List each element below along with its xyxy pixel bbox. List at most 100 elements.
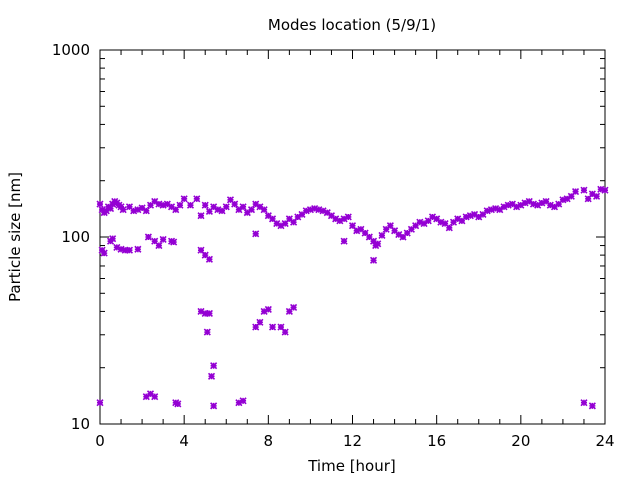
data-point xyxy=(302,207,310,215)
data-point xyxy=(298,210,306,219)
data-point xyxy=(311,204,319,213)
data-point xyxy=(205,309,213,318)
data-point xyxy=(252,323,260,331)
data-point xyxy=(399,233,407,241)
scatter-points xyxy=(96,185,609,410)
x-tick-label: 4 xyxy=(179,432,189,450)
data-point xyxy=(142,393,150,401)
data-point xyxy=(378,231,386,239)
data-point xyxy=(458,217,466,225)
data-point xyxy=(155,200,163,208)
data-point xyxy=(285,215,293,223)
data-point xyxy=(479,210,487,219)
data-point xyxy=(119,206,127,214)
data-point xyxy=(340,215,348,223)
data-point xyxy=(550,203,559,211)
data-point xyxy=(470,210,479,219)
data-point xyxy=(365,233,373,241)
data-point xyxy=(146,390,155,398)
data-point xyxy=(252,230,260,238)
data-point xyxy=(102,207,110,215)
data-point xyxy=(106,204,115,213)
data-point xyxy=(546,201,554,209)
y-tick-label: 1000 xyxy=(52,41,90,59)
data-point xyxy=(420,219,428,228)
data-point xyxy=(369,256,378,264)
y-tick-label: 100 xyxy=(61,228,90,246)
x-tick-label: 0 xyxy=(95,432,105,450)
data-point xyxy=(203,328,211,336)
data-point xyxy=(180,195,188,203)
data-point xyxy=(193,195,201,203)
data-point xyxy=(239,203,247,211)
data-point xyxy=(109,235,117,243)
data-point xyxy=(374,240,382,248)
data-point xyxy=(332,215,340,223)
data-point xyxy=(201,251,209,259)
data-point xyxy=(529,200,538,208)
data-point xyxy=(513,203,521,211)
data-point xyxy=(369,237,378,245)
data-point xyxy=(130,207,138,215)
data-point xyxy=(186,201,195,209)
data-point xyxy=(542,197,550,205)
x-tick-label: 24 xyxy=(595,432,614,450)
data-point xyxy=(588,402,596,410)
data-point xyxy=(344,213,352,221)
data-point xyxy=(146,201,155,209)
data-point xyxy=(239,397,247,405)
data-point xyxy=(285,307,293,315)
data-point xyxy=(588,190,596,198)
data-point xyxy=(580,186,588,194)
data-point xyxy=(197,246,205,254)
data-point xyxy=(449,218,458,226)
data-point xyxy=(205,207,213,215)
data-point xyxy=(353,227,361,235)
data-point xyxy=(277,222,285,230)
data-point xyxy=(96,399,104,407)
data-point xyxy=(412,222,420,230)
data-point xyxy=(407,225,415,233)
x-tick-label: 20 xyxy=(511,432,530,450)
data-point xyxy=(167,203,176,211)
data-point xyxy=(214,206,222,214)
data-point xyxy=(403,229,411,237)
data-point xyxy=(260,307,268,315)
data-point xyxy=(134,206,142,214)
data-point xyxy=(273,219,281,228)
data-point xyxy=(597,185,605,193)
data-point xyxy=(281,328,289,336)
data-point xyxy=(138,204,146,212)
data-point xyxy=(151,393,159,401)
data-point xyxy=(159,235,167,244)
data-point xyxy=(580,399,588,407)
data-point xyxy=(264,212,272,220)
data-point xyxy=(277,323,285,331)
x-axis-label: Time [hour] xyxy=(307,457,396,475)
data-point xyxy=(290,218,298,226)
data-point xyxy=(559,196,567,204)
data-point xyxy=(134,245,142,253)
y-tick-label: 10 xyxy=(71,415,90,433)
data-point xyxy=(601,186,609,194)
x-tick-label: 12 xyxy=(343,432,362,450)
data-point xyxy=(361,229,369,237)
data-point xyxy=(210,402,218,410)
data-point xyxy=(256,318,264,326)
data-point xyxy=(96,200,104,208)
data-point xyxy=(176,201,184,209)
data-point xyxy=(231,200,239,208)
data-point xyxy=(571,187,580,196)
data-point xyxy=(125,203,134,211)
data-point xyxy=(201,309,209,318)
data-point xyxy=(534,201,542,209)
data-point xyxy=(268,323,277,331)
data-point xyxy=(172,206,180,214)
data-point xyxy=(424,217,432,225)
data-point xyxy=(483,207,491,215)
data-point xyxy=(218,207,226,215)
x-tick-label: 8 xyxy=(264,432,274,450)
data-point xyxy=(306,206,314,214)
data-point xyxy=(348,222,357,230)
